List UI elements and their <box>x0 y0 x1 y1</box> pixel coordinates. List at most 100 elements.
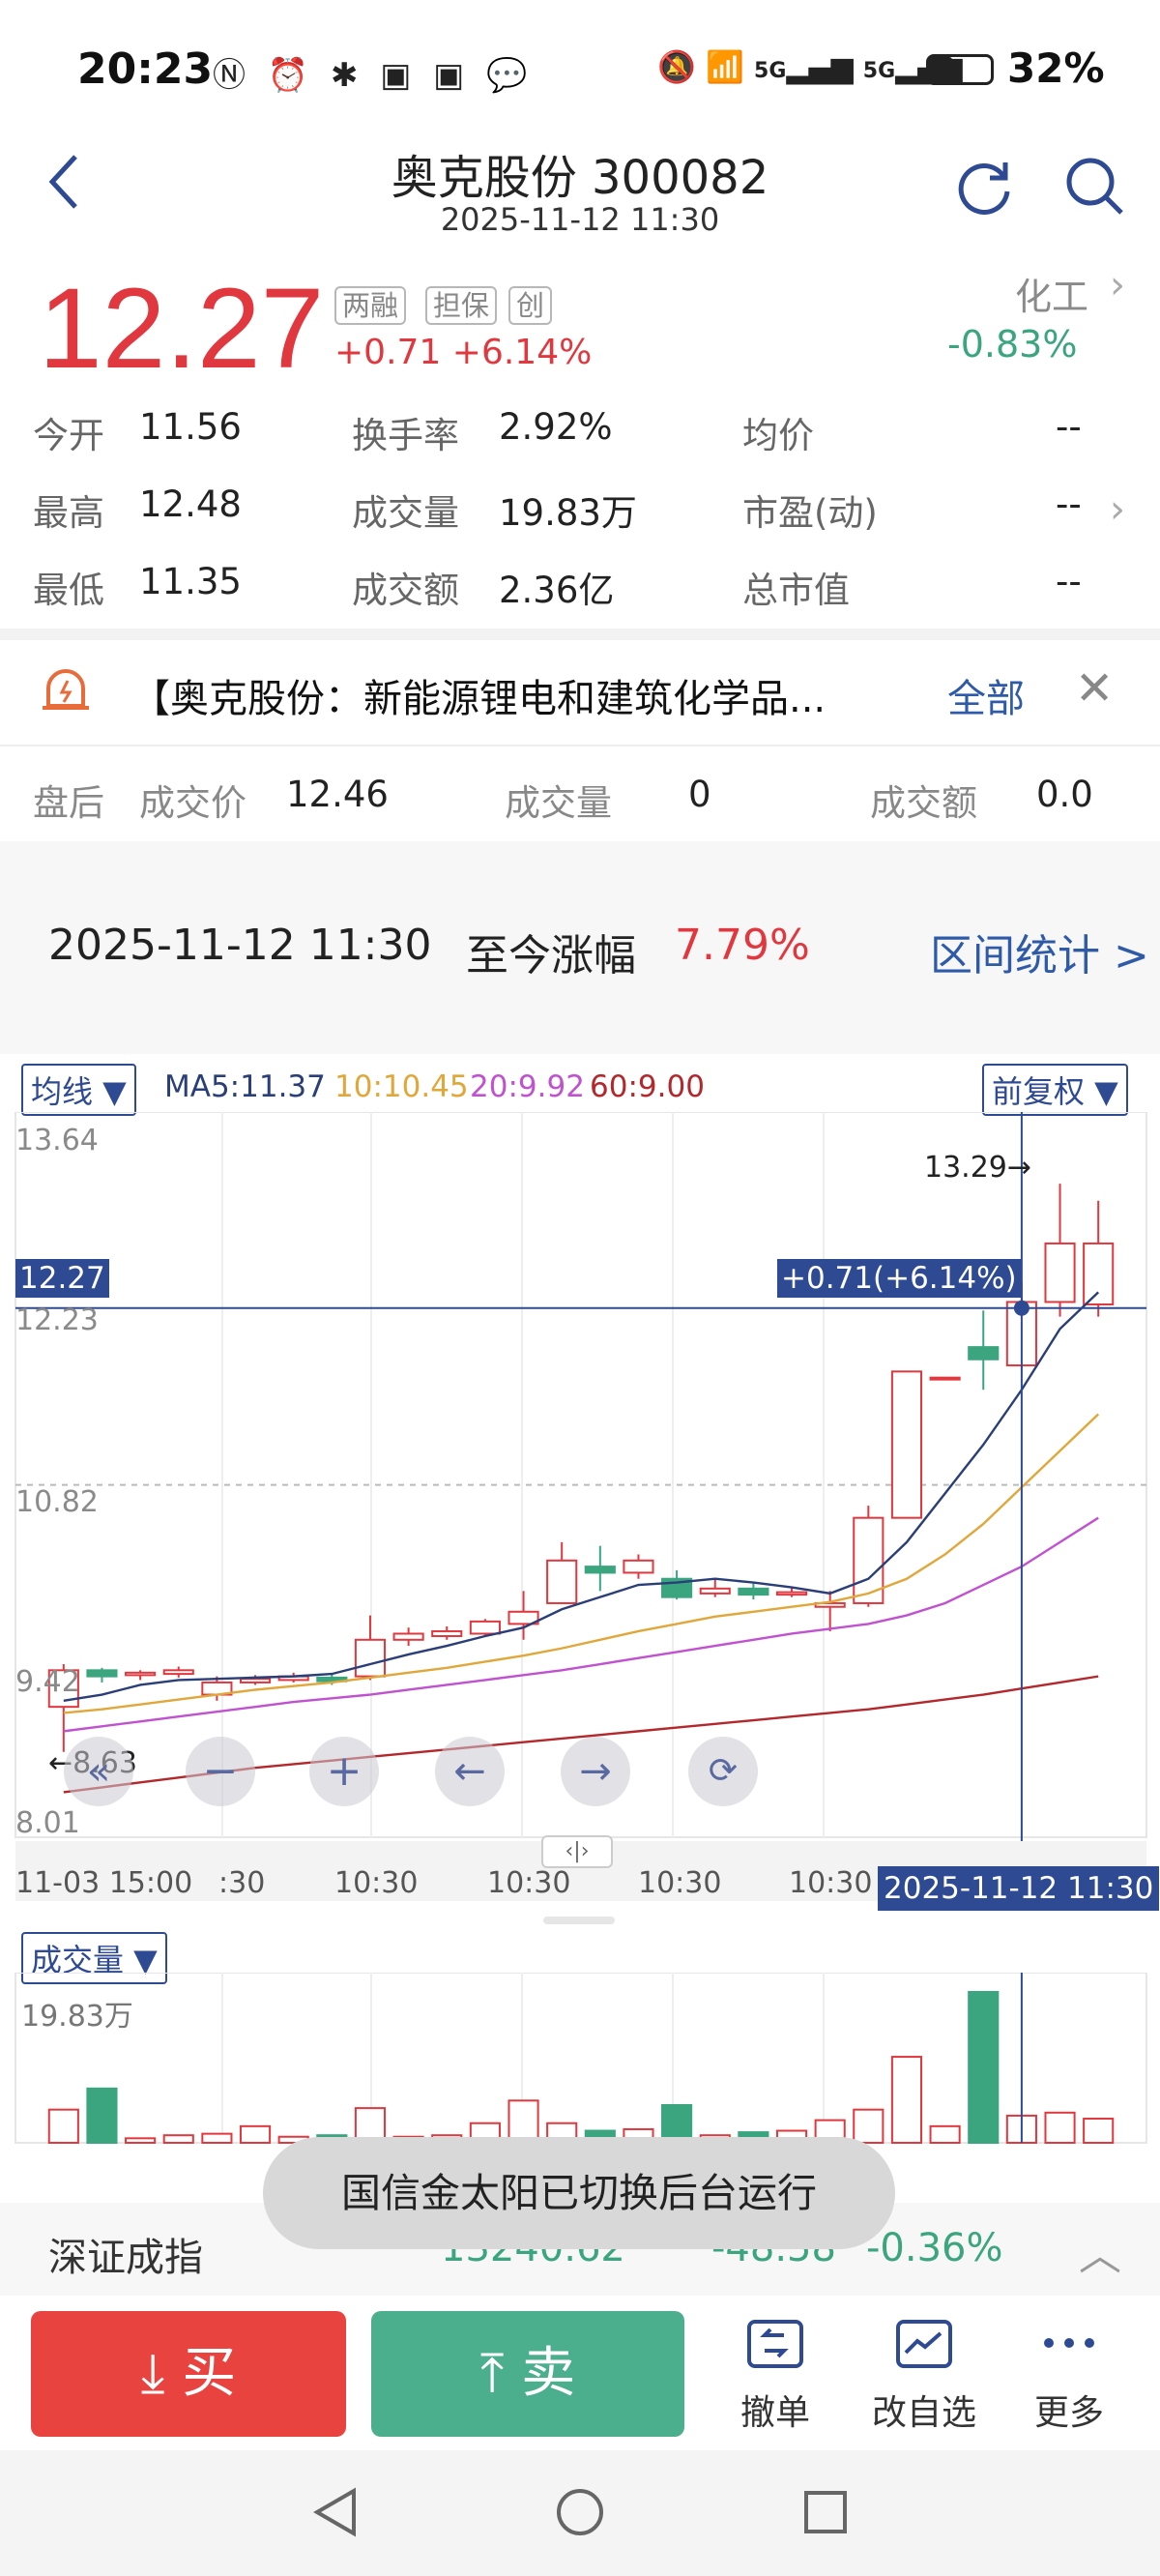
first-page-icon[interactable]: « <box>64 1737 133 1806</box>
mcap-value: -- <box>1056 561 1082 602</box>
resize-handle[interactable] <box>543 1917 615 1924</box>
high-label: 最高 <box>33 492 104 534</box>
volume-bar <box>661 2104 693 2144</box>
divider <box>0 745 1160 746</box>
volume-chart <box>14 1973 1147 2145</box>
back-button[interactable] <box>44 153 83 226</box>
candle-body <box>1044 1242 1076 1303</box>
avg-label: 均价 <box>742 415 814 456</box>
y-label: 12.23 <box>15 1303 99 1337</box>
clock: 20:23 <box>77 44 214 94</box>
crosshair-dot <box>1013 1300 1030 1316</box>
current-price: 12.27 <box>39 265 325 393</box>
search-icon[interactable] <box>1063 155 1125 220</box>
index-change-pct: -0.36% <box>866 2226 1003 2270</box>
chevron-up-icon[interactable]: ︿ <box>1079 2231 1121 2280</box>
chart-frame <box>14 1112 1147 1838</box>
candle-body <box>738 1587 769 1596</box>
ma10-legend: 10:10.45 <box>334 1069 469 1104</box>
divider <box>0 629 1160 640</box>
open-value: 11.56 <box>139 406 242 448</box>
candle-body <box>546 1559 578 1604</box>
ma20-line <box>63 1516 1099 1733</box>
x-label: 10:30 <box>334 1866 419 1900</box>
after-hours-volume-label: 成交量 <box>505 782 612 824</box>
mcap-label: 总市值 <box>742 570 850 611</box>
nav-back-icon[interactable] <box>309 2485 363 2539</box>
range-date: 2025-11-12 11:30 <box>48 921 432 970</box>
sell-button[interactable]: ⤒ 卖 <box>371 2311 684 2437</box>
x-label: 10:30 <box>487 1866 571 1900</box>
sector-link[interactable]: 化工 <box>1015 276 1089 318</box>
x-label: 10:30 <box>789 1866 873 1900</box>
more-button[interactable]: 更多 <box>1001 2311 1137 2435</box>
volume-bar <box>853 2108 884 2144</box>
view-all-link[interactable]: 全部 <box>947 677 1025 721</box>
high-value: 12.48 <box>139 483 242 525</box>
nav-recents-icon[interactable] <box>798 2485 853 2539</box>
volume-bar <box>508 2099 539 2145</box>
range-stat-bar: 2025-11-12 11:30 至今涨幅 7.79% 区间统计 > <box>0 841 1160 1054</box>
after-hours-price: 12.46 <box>286 774 389 815</box>
volume-bar <box>1083 2118 1115 2144</box>
adjust-select[interactable]: 前复权 ▼ <box>982 1064 1128 1116</box>
cursor-price-label: 12.27 <box>15 1259 109 1298</box>
candle-body <box>699 1587 731 1595</box>
ma-lines <box>63 1291 1100 1794</box>
chart-grid <box>14 1112 1147 1838</box>
chart-overlay <box>15 1112 1146 1905</box>
volume-bar <box>125 2137 157 2145</box>
signal-icon: 5G <box>862 59 896 83</box>
buy-button[interactable]: ⤓ 买 <box>31 2311 346 2437</box>
cancel-order-button[interactable]: 撤单 <box>708 2311 843 2435</box>
action-bar: ⤓ 买 ⤒ 卖 撤单 改自选 更多 <box>0 2296 1160 2450</box>
ma-select[interactable]: 均线 ▼ <box>21 1064 136 1116</box>
sell-icon: ⤒ <box>479 2342 505 2405</box>
ma60-legend: 60:9.00 <box>590 1069 705 1104</box>
after-hours-price-label: 成交价 <box>139 782 246 824</box>
buy-icon: ⤓ <box>140 2342 165 2405</box>
collateral-tag: 担保 <box>425 286 498 325</box>
candle-body <box>968 1346 1000 1361</box>
battery-level: 32% <box>1007 44 1105 92</box>
range-stat-link[interactable]: 区间统计 > <box>930 931 1149 981</box>
candle-body <box>431 1629 463 1638</box>
wifi-icon: 📶 <box>706 48 744 85</box>
after-hours-volume: 0 <box>688 774 711 815</box>
close-icon[interactable]: ✕ <box>1075 661 1115 716</box>
volume-bar <box>890 2056 923 2144</box>
arrow-right-icon[interactable]: → <box>561 1737 630 1806</box>
mute-icon: 🔕 <box>657 48 696 85</box>
zoom-in-icon[interactable]: + <box>309 1737 379 1806</box>
candlestick-chart[interactable] <box>0 1112 1160 1905</box>
chevron-right-icon[interactable]: › <box>1110 487 1125 532</box>
volume-bar <box>968 1991 1000 2144</box>
candle-body <box>354 1638 387 1678</box>
edit-watchlist-button[interactable]: 改自选 <box>856 2311 992 2435</box>
volume-label: 成交量 <box>352 492 459 534</box>
toast: 国信金太阳已切换后台运行 <box>263 2137 895 2249</box>
x-label: :30 <box>218 1866 266 1900</box>
battery-icon <box>926 54 994 85</box>
zoom-out-icon[interactable]: − <box>186 1737 255 1806</box>
candle-body <box>584 1566 616 1574</box>
ma20-legend: 20:9.92 <box>470 1069 585 1104</box>
candle-body <box>814 1601 846 1608</box>
candle-body <box>239 1678 272 1683</box>
nav-home-icon[interactable] <box>553 2485 607 2539</box>
y-label: 13.64 <box>15 1124 99 1157</box>
news-headline[interactable]: 【奥克股份：新能源锂电和建筑化学品... <box>131 677 826 721</box>
cancel-order-icon <box>747 2320 803 2368</box>
arrow-left-icon[interactable]: ← <box>435 1737 505 1806</box>
volume-max-label: 19.83万 <box>21 2000 133 2034</box>
page-title: 奥克股份 300082 <box>391 151 769 205</box>
watchlist-edit-icon <box>896 2320 952 2368</box>
drag-handle-icon[interactable]: ‹|› <box>541 1835 613 1868</box>
after-hours-amount-label: 成交额 <box>870 782 977 824</box>
refresh-icon[interactable] <box>953 155 1015 220</box>
rotate-icon[interactable]: ⟳ <box>688 1737 758 1806</box>
chevron-right-icon[interactable]: › <box>1110 263 1125 307</box>
candle-body <box>508 1610 539 1625</box>
range-rise-value: 7.79% <box>675 921 810 970</box>
candle-body <box>1083 1242 1115 1305</box>
